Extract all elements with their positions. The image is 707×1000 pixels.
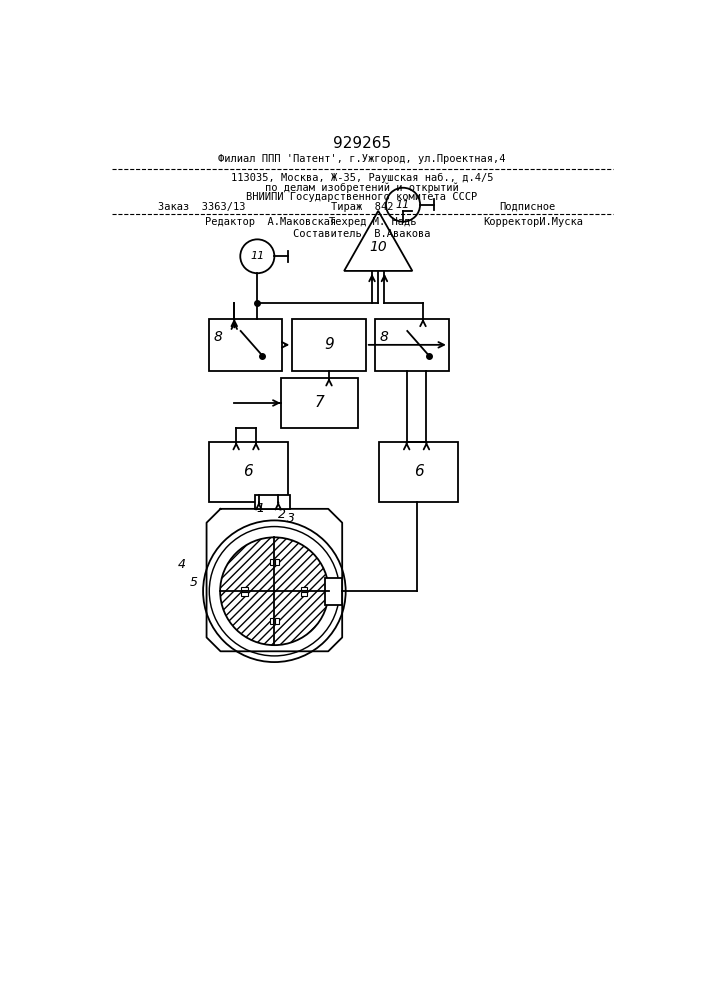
Bar [275,559,279,565]
Bar [270,559,274,565]
Text: 11: 11 [396,200,410,210]
Bar [241,587,247,590]
Text: 929265: 929265 [333,136,391,151]
Bar [292,319,366,371]
Text: Тираж  842: Тираж 842 [331,202,393,212]
Bar [301,587,308,590]
Text: КорректорИ.Муска: КорректорИ.Муска [484,217,583,227]
Text: 11: 11 [250,251,264,261]
Text: 8: 8 [380,330,389,344]
Text: Заказ  3363/13: Заказ 3363/13 [158,202,245,212]
Text: Филиал ППП 'Патент', г.Ужгород, ул.Проектная,4: Филиал ППП 'Патент', г.Ужгород, ул.Проек… [218,153,506,163]
Bar [275,618,279,624]
Text: 5: 5 [189,576,198,588]
Bar [209,442,288,502]
Text: 2: 2 [278,508,286,521]
Text: 7: 7 [315,395,325,410]
Text: Редактор  А.Маковская: Редактор А.Маковская [204,217,336,227]
Text: Подписное: Подписное [499,202,556,212]
Text: 113035, Москва, Ж-35, Раушская наб., д.4/5: 113035, Москва, Ж-35, Раушская наб., д.4… [230,173,493,183]
Bar [379,442,458,502]
Bar [325,578,342,605]
Bar [375,319,449,371]
Circle shape [220,537,329,645]
Bar [301,592,308,596]
Text: по делам изобретений и открытий: по делам изобретений и открытий [265,183,459,193]
Bar [281,378,358,428]
Bar [270,618,274,624]
Text: Составитель  В.Авакова: Составитель В.Авакова [293,229,431,239]
Text: 8: 8 [214,330,222,344]
Bar [255,495,290,509]
Text: ВНИИПИ Государственного комитета СССР: ВНИИПИ Государственного комитета СССР [246,192,477,202]
Text: 1: 1 [257,502,264,515]
Bar [241,592,247,596]
Text: 4: 4 [177,558,185,571]
Bar [209,319,282,371]
Text: 10: 10 [369,240,387,254]
Text: 6: 6 [414,464,423,479]
Text: Техред М. Надь: Техред М. Надь [329,217,416,227]
Text: 9: 9 [324,337,334,352]
Text: 6: 6 [243,464,253,479]
Text: 3: 3 [288,512,296,525]
